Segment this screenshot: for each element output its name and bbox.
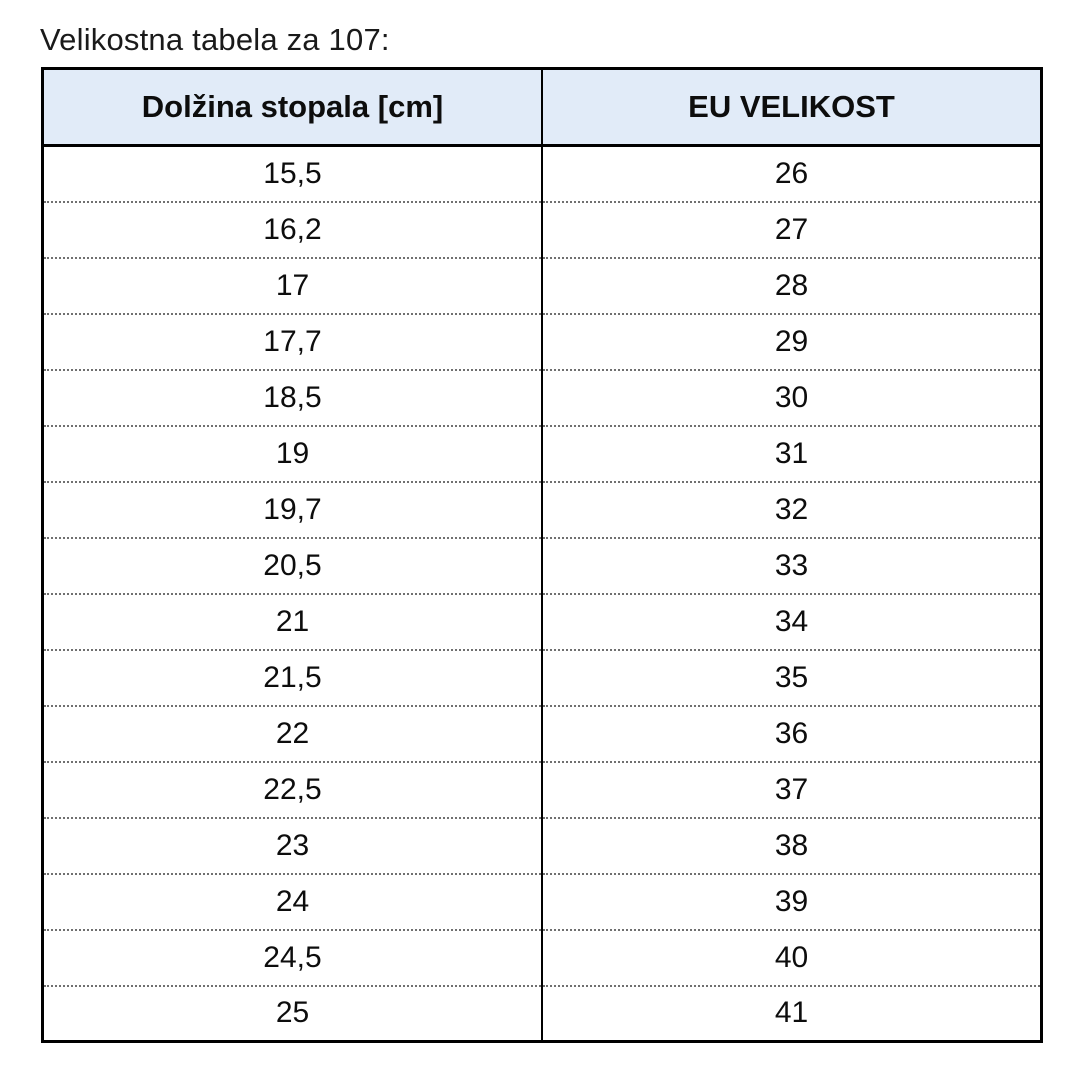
table-row: 21,5 35 bbox=[42, 648, 1042, 706]
table-row: 15,5 26 bbox=[42, 145, 1042, 202]
foot-length-cell: 24 bbox=[42, 872, 543, 930]
eu-size-cell: 34 bbox=[542, 592, 1042, 650]
foot-length-cell: 25 bbox=[42, 984, 543, 1042]
foot-length-cell: 22 bbox=[42, 704, 543, 762]
eu-size-cell: 38 bbox=[542, 816, 1042, 874]
eu-size-cell: 28 bbox=[542, 256, 1042, 314]
table-row: 17,7 29 bbox=[42, 312, 1042, 370]
eu-size-cell: 39 bbox=[542, 872, 1042, 930]
column-header-eu-size: EU VELIKOST bbox=[542, 68, 1042, 147]
table-row: 22,5 37 bbox=[42, 760, 1042, 818]
foot-length-cell: 21,5 bbox=[42, 648, 543, 706]
foot-length-cell: 21 bbox=[42, 592, 543, 650]
table-row: 19 31 bbox=[42, 424, 1042, 482]
table-row: 19,7 32 bbox=[42, 480, 1042, 538]
table-row: 16,2 27 bbox=[42, 200, 1042, 258]
eu-size-cell: 32 bbox=[542, 480, 1042, 538]
foot-length-cell: 22,5 bbox=[42, 760, 543, 818]
foot-length-cell: 23 bbox=[42, 816, 543, 874]
table-row: 25 41 bbox=[42, 984, 1042, 1042]
table-row: 22 36 bbox=[42, 704, 1042, 762]
table-row: 24 39 bbox=[42, 872, 1042, 930]
column-header-foot-length: Dolžina stopala [cm] bbox=[42, 68, 543, 147]
foot-length-cell: 20,5 bbox=[42, 536, 543, 594]
header-row: Dolžina stopala [cm] EU VELIKOST bbox=[42, 68, 1042, 147]
foot-length-cell: 15,5 bbox=[42, 145, 543, 202]
eu-size-cell: 40 bbox=[542, 928, 1042, 986]
table-body: 15,5 26 16,2 27 17 28 17,7 29 18,5 30 19… bbox=[42, 145, 1042, 1042]
eu-size-cell: 37 bbox=[542, 760, 1042, 818]
eu-size-cell: 31 bbox=[542, 424, 1042, 482]
foot-length-cell: 19,7 bbox=[42, 480, 543, 538]
table-row: 21 34 bbox=[42, 592, 1042, 650]
page-title: Velikostna tabela za 107: bbox=[40, 22, 390, 57]
table-row: 23 38 bbox=[42, 816, 1042, 874]
eu-size-cell: 26 bbox=[774, 156, 809, 190]
foot-length-cell: 24,5 bbox=[42, 928, 543, 986]
size-table: Dolžina stopala [cm] EU VELIKOST 15,5 26… bbox=[41, 67, 1043, 1043]
eu-size-cell: 30 bbox=[542, 368, 1042, 426]
foot-length-cell: 17,7 bbox=[42, 312, 543, 370]
foot-length-cell: 19 bbox=[42, 424, 543, 482]
eu-size-cell: 36 bbox=[542, 704, 1042, 762]
eu-size-cell: 41 bbox=[542, 984, 1042, 1042]
foot-length-cell: 16,2 bbox=[42, 200, 543, 258]
eu-size-cell: 29 bbox=[542, 312, 1042, 370]
table-row: 18,5 30 bbox=[42, 368, 1042, 426]
eu-size-cell: 27 bbox=[542, 200, 1042, 258]
table-row: 24,5 40 bbox=[42, 928, 1042, 986]
table-row: 17 28 bbox=[42, 256, 1042, 314]
table-row: 20,5 33 bbox=[42, 536, 1042, 594]
foot-length-cell: 17 bbox=[42, 256, 543, 314]
foot-length-cell: 18,5 bbox=[42, 368, 543, 426]
eu-size-cell: 33 bbox=[542, 536, 1042, 594]
eu-size-cell: 35 bbox=[542, 648, 1042, 706]
